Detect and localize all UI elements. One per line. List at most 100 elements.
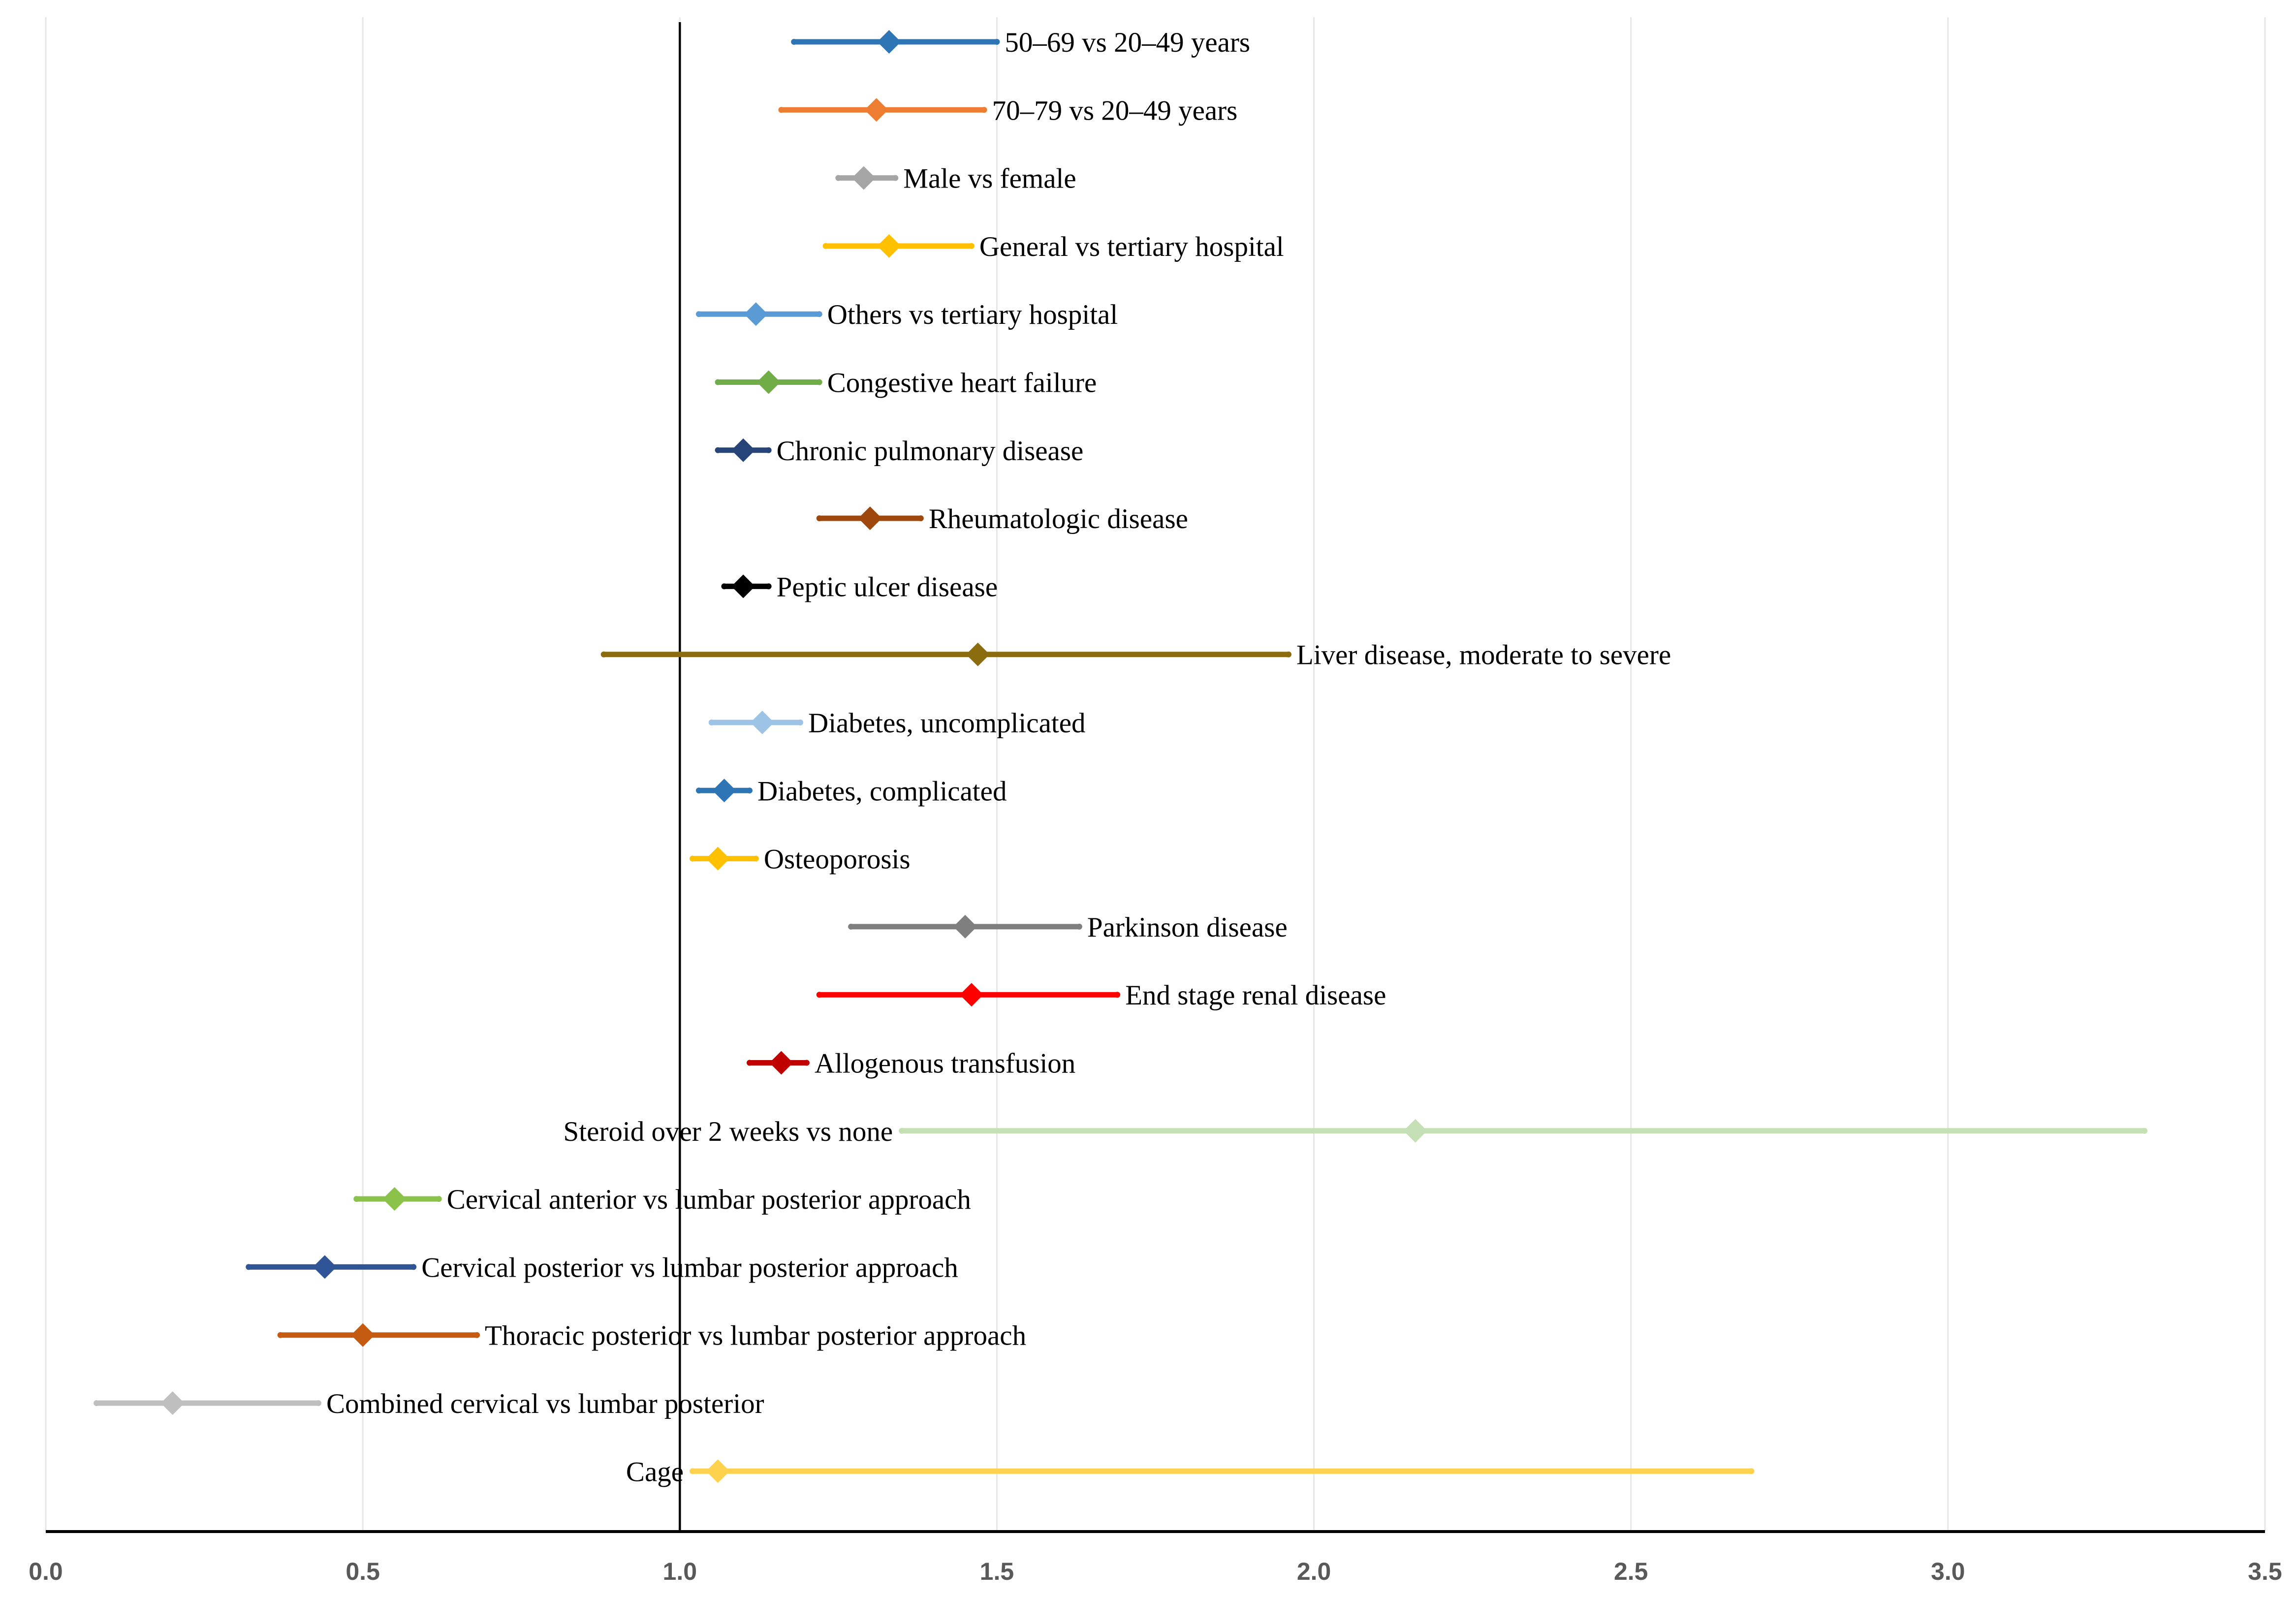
series-row: Liver disease, moderate to severe: [600, 640, 1671, 671]
ci-lower-cap: [353, 1196, 360, 1202]
ci-upper-cap: [2141, 1128, 2148, 1134]
series-row: Congestive heart failure: [715, 368, 1097, 399]
ci-lower-cap: [822, 243, 829, 249]
series-label: Diabetes, complicated: [757, 776, 1006, 807]
ci-lower-cap: [690, 1468, 696, 1474]
series-label: Male vs female: [903, 163, 1076, 194]
ci-upper-cap: [981, 107, 987, 113]
series-row: Steroid over 2 weeks vs none: [564, 1116, 2148, 1147]
ci-lower-cap: [816, 992, 822, 998]
ci-lower-cap: [695, 311, 702, 317]
ci-upper-cap: [753, 855, 759, 862]
series-row: Thoracic posterior vs lumbar posterior a…: [277, 1320, 1026, 1351]
estimate-marker: [706, 1459, 730, 1483]
x-tick-label: 2.5: [1614, 1558, 1648, 1585]
series-row: Cervical anterior vs lumbar posterior ap…: [353, 1184, 971, 1215]
estimate-marker: [744, 302, 768, 326]
ci-lower-cap: [690, 855, 696, 862]
estimate-marker: [731, 574, 755, 598]
series-label: Parkinson disease: [1087, 912, 1288, 943]
ci-upper-cap: [1114, 992, 1121, 998]
ci-upper-cap: [1748, 1468, 1755, 1474]
series-row: General vs tertiary hospital: [822, 231, 1284, 262]
ci-lower-cap: [246, 1264, 252, 1270]
ci-upper-cap: [892, 175, 899, 181]
ci-upper-cap: [765, 447, 772, 453]
series-label: Cervical posterior vs lumbar posterior a…: [421, 1252, 958, 1283]
series-label: Thoracic posterior vs lumbar posterior a…: [485, 1320, 1026, 1351]
series-label: Liver disease, moderate to severe: [1296, 640, 1671, 671]
series-label: Steroid over 2 weeks vs none: [564, 1116, 893, 1147]
series-row: Peptic ulcer disease: [721, 571, 998, 602]
series-label: Rheumatologic disease: [929, 503, 1188, 534]
series-row: Diabetes, uncomplicated: [708, 708, 1086, 739]
ci-upper-cap: [1286, 651, 1292, 658]
estimate-marker: [851, 166, 876, 190]
x-tick-label: 3.5: [2248, 1558, 2282, 1585]
ci-upper-cap: [816, 311, 822, 317]
ci-lower-cap: [835, 175, 842, 181]
series-label: Combined cervical vs lumbar posterior: [326, 1388, 764, 1419]
ci-upper-cap: [765, 583, 772, 590]
series-label: 50–69 vs 20–49 years: [1005, 27, 1250, 58]
ci-lower-cap: [600, 651, 607, 658]
estimate-marker: [351, 1323, 375, 1347]
x-tick-label: 2.0: [1297, 1558, 1331, 1585]
ci-lower-cap: [94, 1400, 100, 1406]
series-row: Diabetes, complicated: [695, 776, 1006, 807]
estimate-marker: [1403, 1119, 1427, 1143]
estimate-marker: [959, 983, 983, 1007]
ci-upper-cap: [797, 720, 804, 725]
series-row: Osteoporosis: [690, 844, 911, 875]
x-tick-label: 3.0: [1931, 1558, 1965, 1585]
ci-lower-cap: [715, 379, 721, 385]
ci-lower-cap: [848, 923, 854, 930]
ci-upper-cap: [436, 1196, 442, 1202]
series-row: Parkinson disease: [848, 912, 1288, 943]
series-row: Chronic pulmonary disease: [715, 436, 1083, 467]
ci-lower-cap: [695, 787, 702, 794]
series-label: Cage: [626, 1456, 684, 1487]
estimate-marker: [966, 642, 990, 666]
estimate-marker: [864, 98, 888, 122]
estimate-marker: [750, 711, 774, 734]
estimate-marker: [731, 438, 755, 462]
ci-upper-cap: [917, 515, 924, 522]
estimate-marker: [712, 779, 736, 803]
series-row: Combined cervical vs lumbar posterior: [94, 1388, 764, 1419]
estimate-marker: [877, 234, 901, 258]
series-row: Allogenous transfusion: [746, 1048, 1075, 1079]
series-label: End stage renal disease: [1125, 980, 1386, 1011]
series-label: Cervical anterior vs lumbar posterior ap…: [447, 1184, 971, 1215]
ci-lower-cap: [715, 447, 721, 453]
x-tick-label: 1.5: [980, 1558, 1014, 1585]
series-row: Male vs female: [835, 163, 1076, 194]
ci-upper-cap: [994, 39, 1000, 45]
ci-lower-cap: [899, 1128, 905, 1134]
ci-lower-cap: [816, 515, 822, 522]
estimate-marker: [382, 1187, 407, 1211]
series-label: Congestive heart failure: [827, 368, 1097, 399]
x-tick-label: 1.0: [663, 1558, 697, 1585]
estimate-marker: [858, 506, 882, 531]
series-label: Osteoporosis: [764, 844, 911, 875]
series-label: Diabetes, uncomplicated: [808, 708, 1085, 739]
estimate-marker: [769, 1051, 793, 1075]
x-axis: 0.0 0.5 1.0 1.5 2.0 2.5 3.0 3.5: [29, 1530, 2282, 1585]
series-group: 50–69 vs 20–49 years 70–79 vs 20–49 years…: [94, 27, 2148, 1487]
ci-lower-cap: [708, 720, 715, 725]
ci-upper-cap: [1076, 923, 1082, 930]
ci-upper-cap: [315, 1400, 321, 1406]
ci-lower-cap: [746, 1060, 753, 1066]
estimate-marker: [313, 1255, 337, 1279]
series-row: Others vs tertiary hospital: [695, 299, 1118, 330]
ci-upper-cap: [474, 1332, 480, 1338]
series-row: Cage: [626, 1456, 1755, 1487]
ci-upper-cap: [816, 379, 822, 385]
series-row: End stage renal disease: [816, 980, 1386, 1011]
estimate-marker: [953, 914, 977, 939]
ci-lower-cap: [791, 39, 797, 45]
series-label: Peptic ulcer disease: [777, 571, 998, 602]
